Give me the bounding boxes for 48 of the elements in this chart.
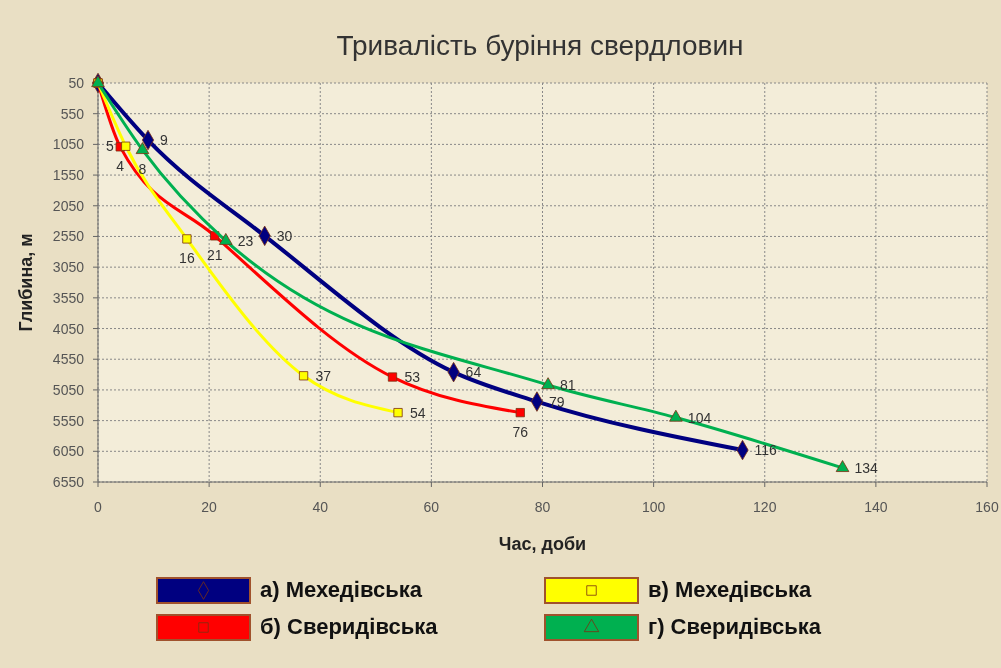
x-tick-label: 140 <box>864 499 888 515</box>
y-axis-title: Глибина, м <box>16 233 36 332</box>
y-tick-label: 4550 <box>52 351 85 368</box>
annotation: 76 <box>512 423 529 440</box>
y-tick-label: 550 <box>60 105 85 122</box>
y-tick-label: 5550 <box>52 412 85 429</box>
annotation: 64 <box>465 364 482 381</box>
annotation: 37 <box>315 367 332 384</box>
annotation: 134 <box>854 459 879 476</box>
annotation: 30 <box>276 227 293 244</box>
legend-label: г) Сверидівська <box>648 614 822 639</box>
y-tick-label: 2550 <box>52 228 85 245</box>
annotation: 81 <box>560 377 576 394</box>
annotation: 79 <box>548 393 565 410</box>
annotation: 16 <box>179 249 195 266</box>
annotation: 23 <box>237 232 254 249</box>
legend-label: в) Мехедівська <box>648 577 812 602</box>
y-tick-label: 1550 <box>52 167 85 184</box>
annotation: 9 <box>160 132 169 149</box>
x-tick-label: 80 <box>534 499 551 515</box>
annotation: 54 <box>410 404 426 421</box>
annotation: 104 <box>687 409 712 426</box>
x-tick-label: 20 <box>201 499 218 515</box>
x-tick-label: 40 <box>312 499 329 515</box>
annotation: 5 <box>105 138 114 155</box>
legend-label: а) Мехедівська <box>260 577 423 602</box>
y-tick-label: 1050 <box>52 136 85 153</box>
legend-label: б) Сверидівська <box>260 614 439 639</box>
y-tick-label: 6050 <box>52 443 85 460</box>
annotation: 4 <box>116 157 125 174</box>
chart-title: Тривалість буріння свердловин <box>336 30 744 61</box>
x-tick-label: 0 <box>94 499 103 515</box>
y-tick-label: 3050 <box>52 259 85 276</box>
x-tick-label: 120 <box>753 499 777 515</box>
y-tick-label: 2050 <box>52 197 85 214</box>
annotation: 116 <box>754 442 778 459</box>
y-tick-label: 3550 <box>52 289 85 306</box>
x-tick-label: 160 <box>975 499 999 515</box>
y-tick-label: 6550 <box>52 474 85 490</box>
annotation: 21 <box>206 246 223 263</box>
x-tick-label: 100 <box>641 499 666 515</box>
y-tick-label: 4050 <box>52 320 85 337</box>
y-tick-label: 50 <box>68 75 85 91</box>
x-axis-title: Час, доби <box>498 534 587 554</box>
y-tick-label: 5050 <box>52 381 85 398</box>
x-tick-label: 60 <box>423 499 440 515</box>
annotation: 53 <box>404 369 421 386</box>
annotation: 8 <box>138 160 147 177</box>
